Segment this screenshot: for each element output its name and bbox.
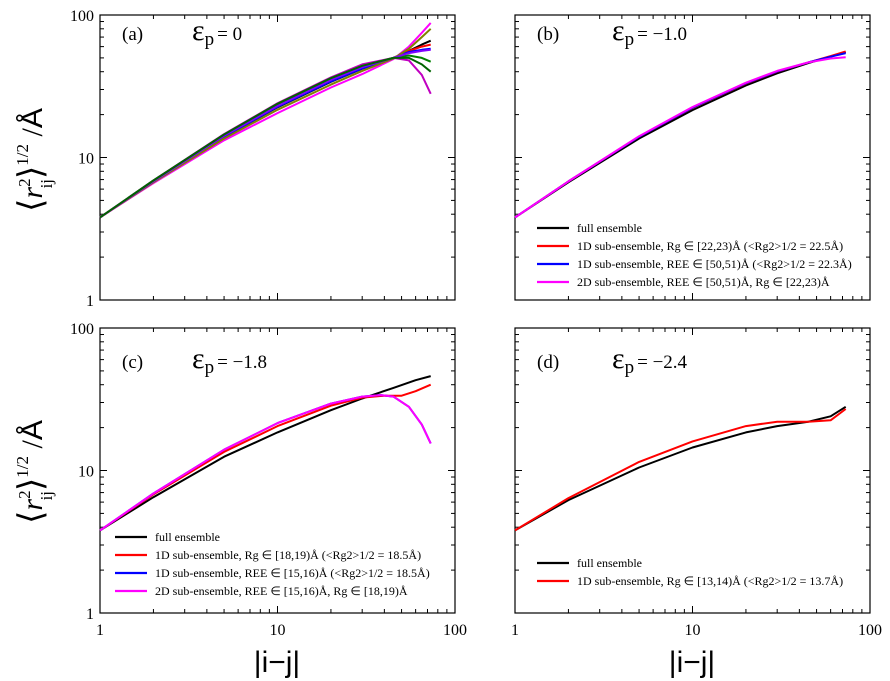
series-line-a-3 [99,22,432,219]
y-tick-label: 100 [70,321,94,338]
series-line-b-1 [514,50,846,219]
legend-entry: full ensemble [577,556,642,570]
series-layer [99,22,847,532]
x-tick-label: 10 [685,622,701,639]
legend-layer: full ensemble 1D sub-ensemble, Rg ∈ [22,2… [115,221,852,598]
panel-a-epsilon: εp = 0 [192,14,242,50]
panel-b-label: (b) [537,24,559,45]
series-line-a-1 [99,43,431,219]
series-line-b-3 [514,56,846,219]
series-line-c-2 [99,394,432,532]
y-tick-label: 100 [70,8,94,25]
legend-entry: 1D sub-ensemble, Rg ∈ [13,14)Å (<Rg2>1/2… [577,574,843,588]
ticks-layer: 1 10 100 1 10 100 1 10 100 1 10 100 [70,8,882,639]
panel-c-label: (c) [122,352,143,373]
y-axis-label-bottom: ⟨r2 ij⟩1/2 /Å [13,420,56,524]
legend-entry: full ensemble [155,530,220,544]
series-line-b-2 [514,52,846,219]
x-tick-label: 1 [511,622,519,639]
x-tick-label: 100 [858,622,882,639]
y-tick-label: 10 [78,464,94,481]
legend-entry: full ensemble [577,221,642,235]
legend-entry: 1D sub-ensemble, Rg ∈ [22,23)Å (<Rg2>1/2… [577,239,843,253]
panel-c-epsilon: εp = −1.8 [192,342,267,378]
series-line-a-8 [99,56,432,219]
y-tick-label: 1 [86,606,94,623]
x-tick-label: 1 [96,622,104,639]
panel-a-label: (a) [122,24,143,45]
series-line-a-2 [99,47,431,219]
legend-entry: 1D sub-ensemble, REE ∈ [15,16)Å (<Rg2>1/… [155,566,430,580]
panel-d-label: (d) [537,352,559,373]
panel-b-epsilon: εp = −1.0 [612,14,687,50]
series-line-a-6 [99,48,431,219]
series-line-a-7 [99,56,432,219]
y-axis-label-top: ⟨r2 ij⟩1/2 /Å [13,108,56,212]
x-tick-label: 10 [270,622,286,639]
legend-entry: 2D sub-ensemble, REE ∈ [50,51)Å, Rg ∈ [2… [577,275,830,289]
x-axis-label-left: |i−j| [254,646,300,679]
series-line-b-0 [514,51,846,219]
panel-d-frame [514,327,871,614]
series-line-a-4 [99,54,432,219]
series-line-d-1 [514,408,847,532]
y-tick-label: 10 [78,151,94,168]
x-axis-label-right: |i−j| [669,646,715,679]
series-line-d-0 [514,405,847,532]
series-line-a-0 [99,39,432,219]
legend-entry: 2D sub-ensemble, REE ∈ [15,16)Å, Rg ∈ [1… [155,584,408,598]
legend-entry: 1D sub-ensemble, REE ∈ [50,51)Å (<Rg2>1/… [577,257,852,271]
y-tick-label: 1 [86,293,94,310]
series-line-c-3 [99,394,432,532]
legend-entry: 1D sub-ensemble, Rg ∈ [18,19)Å (<Rg2>1/2… [155,548,421,562]
series-line-c-0 [99,375,431,532]
x-tick-label: 100 [443,622,467,639]
panel-d-epsilon: εp = −2.4 [612,342,688,378]
series-line-c-1 [99,383,432,532]
series-line-a-5 [99,28,432,219]
